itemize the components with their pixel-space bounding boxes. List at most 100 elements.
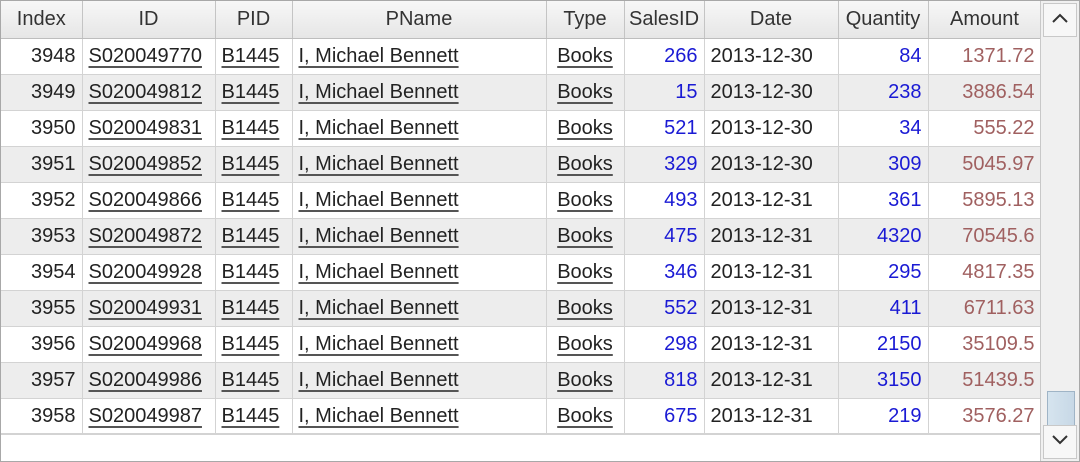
cell-pid-link[interactable]: B1445 [221,333,280,355]
cell-pname[interactable]: I, Michael Bennett [292,254,547,291]
cell-pname[interactable]: I, Michael Bennett [292,398,547,435]
cell-pid[interactable]: B1445 [215,254,293,291]
cell-pid-link[interactable]: B1445 [221,261,280,283]
cell-type-link[interactable]: Books [557,189,613,211]
cell-type-link[interactable]: Books [557,81,613,103]
cell-pname-link[interactable]: I, Michael Bennett [298,369,459,391]
cell-id[interactable]: S020049968 [82,326,216,363]
cell-id[interactable]: S020049987 [82,398,216,435]
cell-id-link[interactable]: S020049986 [88,369,202,391]
cell-pname-link[interactable]: I, Michael Bennett [298,117,459,139]
table-row[interactable]: 3957 S020049986 B1445 I, Michael Bennett Boo… [1,362,1042,399]
cell-pid-link[interactable]: B1445 [221,369,280,391]
cell-id[interactable]: S020049931 [82,290,216,327]
cell-id[interactable]: S020049872 [82,218,216,255]
cell-type[interactable]: Books [546,218,625,255]
cell-pname[interactable]: I, Michael Bennett [292,38,547,75]
cell-type[interactable]: Books [546,254,625,291]
cell-pname[interactable]: I, Michael Bennett [292,218,547,255]
cell-pname[interactable]: I, Michael Bennett [292,182,547,219]
table-row[interactable]: 3953 S020049872 B1445 I, Michael Bennett Boo… [1,218,1042,255]
cell-id-link[interactable]: S020049770 [88,45,202,67]
cell-id[interactable]: S020049928 [82,254,216,291]
cell-type[interactable]: Books [546,326,625,363]
cell-type[interactable]: Books [546,398,625,435]
table-row[interactable]: 3958 S020049987 B1445 I, Michael Bennett Boo… [1,398,1042,435]
cell-pid-link[interactable]: B1445 [221,153,280,175]
cell-pname[interactable]: I, Michael Bennett [292,110,547,147]
column-header-date[interactable]: Date [704,1,839,39]
cell-type[interactable]: Books [546,38,625,75]
table-row[interactable]: 3952 S020049866 B1445 I, Michael Bennett Boo… [1,182,1042,219]
cell-pid-link[interactable]: B1445 [221,189,280,211]
cell-pname-link[interactable]: I, Michael Bennett [298,225,459,247]
column-header-amount[interactable]: Amount [928,1,1042,39]
cell-type-link[interactable]: Books [557,153,613,175]
cell-pid[interactable]: B1445 [215,182,293,219]
cell-type[interactable]: Books [546,362,625,399]
column-header-pname[interactable]: PName [292,1,547,39]
column-header-salesid[interactable]: SalesID [624,1,705,39]
cell-pname[interactable]: I, Michael Bennett [292,74,547,111]
table-row[interactable]: 3950 S020049831 B1445 I, Michael Bennett Boo… [1,110,1042,147]
cell-pname[interactable]: I, Michael Bennett [292,362,547,399]
table-row[interactable]: 3956 S020049968 B1445 I, Michael Bennett Boo… [1,326,1042,363]
cell-type-link[interactable]: Books [557,225,613,247]
cell-pid[interactable]: B1445 [215,146,293,183]
cell-pname[interactable]: I, Michael Bennett [292,146,547,183]
cell-id-link[interactable]: S020049812 [88,81,202,103]
cell-id-link[interactable]: S020049987 [88,405,202,427]
cell-type-link[interactable]: Books [557,405,613,427]
cell-pid-link[interactable]: B1445 [221,45,280,67]
scrollbar-thumb[interactable] [1047,391,1075,427]
table-row[interactable]: 3955 S020049931 B1445 I, Michael Bennett Boo… [1,290,1042,327]
cell-type[interactable]: Books [546,182,625,219]
table-row[interactable]: 3949 S020049812 B1445 I, Michael Bennett Boo… [1,74,1042,111]
cell-pname-link[interactable]: I, Michael Bennett [298,333,459,355]
table-row[interactable]: 3951 S020049852 B1445 I, Michael Bennett Boo… [1,146,1042,183]
cell-pid-link[interactable]: B1445 [221,405,280,427]
column-header-quantity[interactable]: Quantity [838,1,929,39]
column-header-id[interactable]: ID [82,1,216,39]
cell-pname-link[interactable]: I, Michael Bennett [298,405,459,427]
cell-pname[interactable]: I, Michael Bennett [292,326,547,363]
cell-id[interactable]: S020049770 [82,38,216,75]
cell-pname-link[interactable]: I, Michael Bennett [298,81,459,103]
cell-pname-link[interactable]: I, Michael Bennett [298,189,459,211]
column-header-pid[interactable]: PID [215,1,293,39]
cell-type-link[interactable]: Books [557,333,613,355]
cell-pname-link[interactable]: I, Michael Bennett [298,45,459,67]
cell-pid-link[interactable]: B1445 [221,81,280,103]
cell-type-link[interactable]: Books [557,45,613,67]
cell-pid[interactable]: B1445 [215,218,293,255]
cell-id[interactable]: S020049812 [82,74,216,111]
cell-id[interactable]: S020049986 [82,362,216,399]
cell-pid[interactable]: B1445 [215,398,293,435]
vertical-scrollbar[interactable] [1040,1,1079,461]
cell-type-link[interactable]: Books [557,297,613,319]
cell-type-link[interactable]: Books [557,117,613,139]
cell-pid[interactable]: B1445 [215,326,293,363]
cell-pid-link[interactable]: B1445 [221,117,280,139]
scroll-down-button[interactable] [1043,425,1077,459]
cell-pname-link[interactable]: I, Michael Bennett [298,261,459,283]
cell-pid-link[interactable]: B1445 [221,297,280,319]
cell-type[interactable]: Books [546,110,625,147]
cell-type[interactable]: Books [546,74,625,111]
cell-pid[interactable]: B1445 [215,362,293,399]
scroll-up-button[interactable] [1043,3,1077,37]
cell-id-link[interactable]: S020049872 [88,225,202,247]
column-header-type[interactable]: Type [546,1,625,39]
cell-type-link[interactable]: Books [557,369,613,391]
column-header-index[interactable]: Index [1,1,83,39]
cell-type[interactable]: Books [546,290,625,327]
cell-pname-link[interactable]: I, Michael Bennett [298,297,459,319]
cell-pid[interactable]: B1445 [215,74,293,111]
cell-id[interactable]: S020049852 [82,146,216,183]
cell-type[interactable]: Books [546,146,625,183]
cell-id-link[interactable]: S020049852 [88,153,202,175]
cell-id[interactable]: S020049866 [82,182,216,219]
table-row[interactable]: 3954 S020049928 B1445 I, Michael Bennett Boo… [1,254,1042,291]
cell-id[interactable]: S020049831 [82,110,216,147]
cell-pid[interactable]: B1445 [215,38,293,75]
